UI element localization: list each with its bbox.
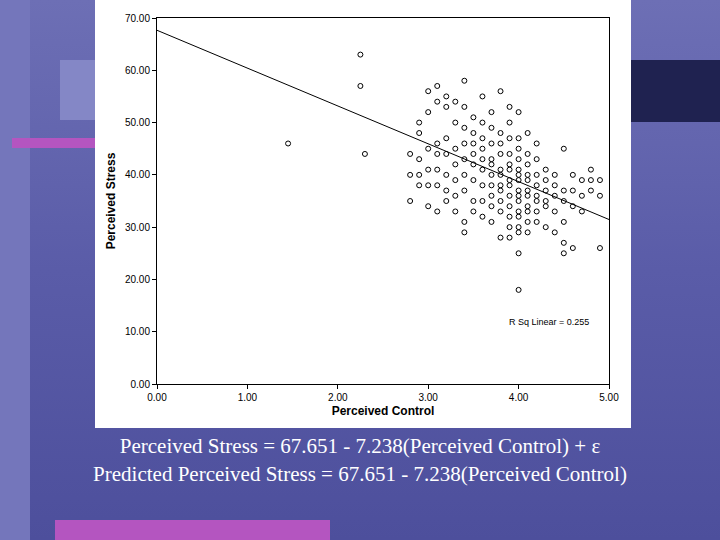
svg-text:0.00: 0.00 xyxy=(147,392,167,403)
html-text:Predicted Perceived Stress = 6: Predicted Perceived Stress = 67.651 - 7.… xyxy=(93,462,627,486)
svg-text:10.00: 10.00 xyxy=(125,326,150,337)
svg-text:R Sq Linear = 0.255: R Sq Linear = 0.255 xyxy=(509,317,589,327)
html-text:Perceived Stress = 67.651 - 7.: Perceived Stress = 67.651 - 7.238(Percei… xyxy=(119,434,601,458)
svg-text:40.00: 40.00 xyxy=(125,169,150,180)
svg-text:1.00: 1.00 xyxy=(238,392,258,403)
svg-text:50.00: 50.00 xyxy=(125,117,150,128)
svg-text:4.00: 4.00 xyxy=(509,392,529,403)
svg-text:5.00: 5.00 xyxy=(599,392,619,403)
svg-text:30.00: 30.00 xyxy=(125,222,150,233)
svg-text:60.00: 60.00 xyxy=(125,65,150,76)
svg-text:70.00: 70.00 xyxy=(125,13,150,24)
svg-text:Perceived Stress: Perceived Stress xyxy=(104,152,118,249)
svg-text:Perceived Control: Perceived Control xyxy=(332,404,435,418)
svg-text:0.00: 0.00 xyxy=(131,379,151,390)
svg-text:3.00: 3.00 xyxy=(418,392,438,403)
svg-text:2.00: 2.00 xyxy=(328,392,348,403)
svg-text:20.00: 20.00 xyxy=(125,274,150,285)
